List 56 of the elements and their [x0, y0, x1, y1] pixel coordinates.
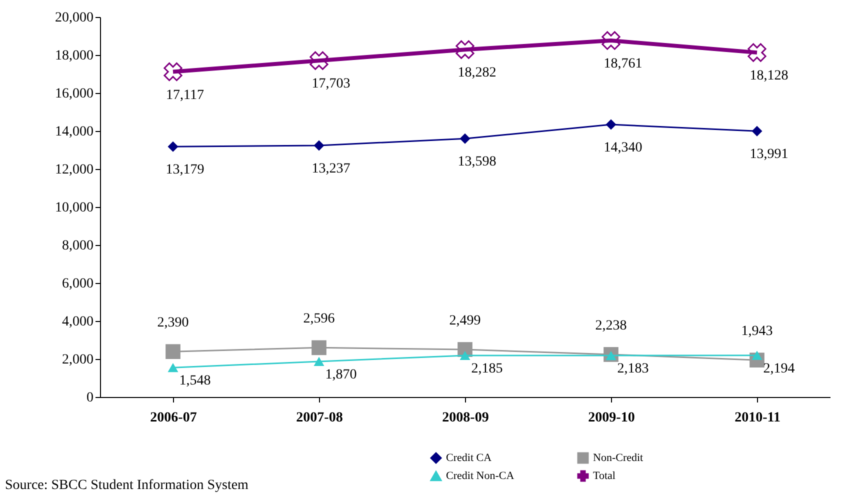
point	[606, 119, 616, 130]
data-label: 1,548	[179, 374, 211, 389]
data-label: 2,499	[449, 314, 481, 329]
data-label: 13,598	[458, 154, 496, 170]
data-label: 2,238	[595, 318, 627, 334]
data-label: 13,179	[166, 162, 204, 178]
x-tick-label: 2008-09	[442, 410, 489, 426]
point	[164, 62, 182, 82]
y-tick-label: 8,000	[62, 238, 94, 254]
point	[168, 141, 178, 152]
point	[460, 350, 470, 360]
y-tick-label: 12,000	[55, 162, 94, 178]
point	[168, 363, 178, 372]
data-label: 18,761	[604, 56, 642, 72]
legend-label: Credit Non-CA	[446, 470, 514, 482]
point	[166, 344, 180, 360]
source-note: Source: SBCC Student Information System	[5, 478, 249, 493]
y-tick-label: 2,000	[62, 352, 94, 368]
data-label: 2,596	[303, 312, 335, 327]
legend-label: Non-Credit	[593, 452, 644, 464]
data-label: 1,943	[741, 324, 773, 340]
point	[602, 31, 620, 50]
point	[310, 51, 328, 70]
x-tick-label: 2007-08	[296, 410, 343, 426]
point	[456, 40, 474, 59]
y-tick-label: 14,000	[55, 124, 94, 140]
data-label: 18,282	[458, 66, 496, 81]
data-label: 13,991	[750, 147, 788, 162]
data-label: 2,183	[617, 362, 649, 377]
data-label: 17,117	[166, 88, 204, 103]
y-tick-label: 6,000	[62, 276, 94, 292]
y-tick-label: 4,000	[62, 314, 94, 330]
data-label: 1,870	[325, 367, 357, 382]
data-label: 14,340	[604, 140, 642, 156]
data-label: 18,128	[750, 68, 788, 84]
data-label: 13,237	[312, 161, 350, 176]
y-tick-label: 20,000	[55, 10, 94, 26]
point	[748, 43, 766, 62]
legend-label: Credit CA	[446, 452, 492, 464]
data-label: 2,194	[763, 361, 795, 376]
point	[752, 126, 762, 136]
legend-label: Total	[593, 470, 616, 482]
x-tick-label: 2006-07	[150, 410, 197, 426]
point	[312, 340, 326, 356]
data-label: 2,390	[157, 316, 189, 331]
y-tick-label: 0	[86, 390, 94, 406]
point	[314, 140, 324, 151]
point	[314, 356, 324, 366]
data-label: 17,703	[312, 76, 350, 92]
x-tick-label: 2009-10	[588, 410, 635, 426]
point	[460, 133, 470, 144]
data-label: 2,185	[471, 361, 503, 376]
y-tick-label: 16,000	[55, 86, 94, 102]
x-tick-label: 2010-11	[734, 410, 780, 426]
y-tick-label: 10,000	[55, 200, 94, 216]
y-tick-label: 18,000	[55, 48, 94, 64]
